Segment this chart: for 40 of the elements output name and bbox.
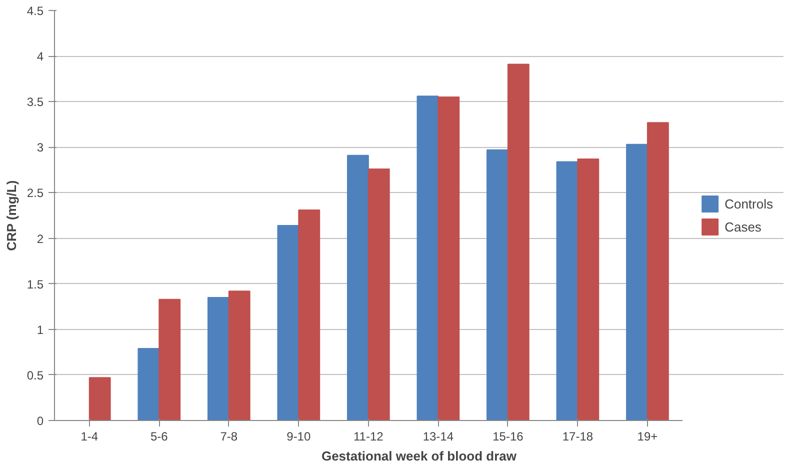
- bar: [577, 158, 600, 420]
- bar: [438, 96, 460, 420]
- bar: [88, 377, 111, 420]
- y-tick-label: 3: [36, 140, 44, 155]
- y-tick-label: 4.5: [26, 4, 44, 18]
- bar: [228, 290, 250, 420]
- bar: [486, 149, 508, 420]
- y-tick-label: 4: [36, 50, 44, 64]
- bar: [346, 154, 369, 420]
- x-tick-label: 15-16: [492, 430, 524, 444]
- bar: [507, 64, 530, 420]
- y-tick-label: 3.5: [26, 95, 44, 110]
- y-tick-label: 2: [36, 232, 44, 246]
- x-tick-label: 9-10: [286, 430, 311, 444]
- x-tick-label: 19+: [637, 430, 658, 444]
- x-axis-title: Gestational week of blood draw: [321, 448, 518, 464]
- bar: [416, 96, 439, 420]
- x-tick-label: 5-6: [150, 430, 168, 444]
- legend-label: Controls: [724, 196, 773, 211]
- y-tick-label: 1.5: [26, 277, 44, 292]
- bar: [298, 210, 320, 420]
- x-tick-label: 17-18: [562, 430, 594, 444]
- bar: [626, 144, 648, 420]
- bar: [207, 297, 230, 420]
- legend-label: Cases: [724, 219, 762, 234]
- bar: [368, 168, 390, 420]
- bar: [556, 161, 578, 420]
- y-axis-title: CRP (mg/L): [4, 180, 19, 251]
- x-tick-label: 1-4: [80, 430, 98, 444]
- x-tick-label: 7-8: [220, 430, 238, 444]
- bar: [646, 122, 669, 420]
- x-tick-label: 11-12: [354, 430, 384, 444]
- y-tick-label: 0: [36, 414, 44, 428]
- x-tick-label: 13-14: [422, 430, 454, 444]
- bar: [158, 298, 181, 420]
- y-tick-label: 0.5: [26, 368, 44, 382]
- bar: [138, 348, 160, 420]
- y-tick-label: 1: [36, 322, 44, 337]
- y-tick-label: 2.5: [26, 186, 44, 200]
- bar: [277, 225, 300, 420]
